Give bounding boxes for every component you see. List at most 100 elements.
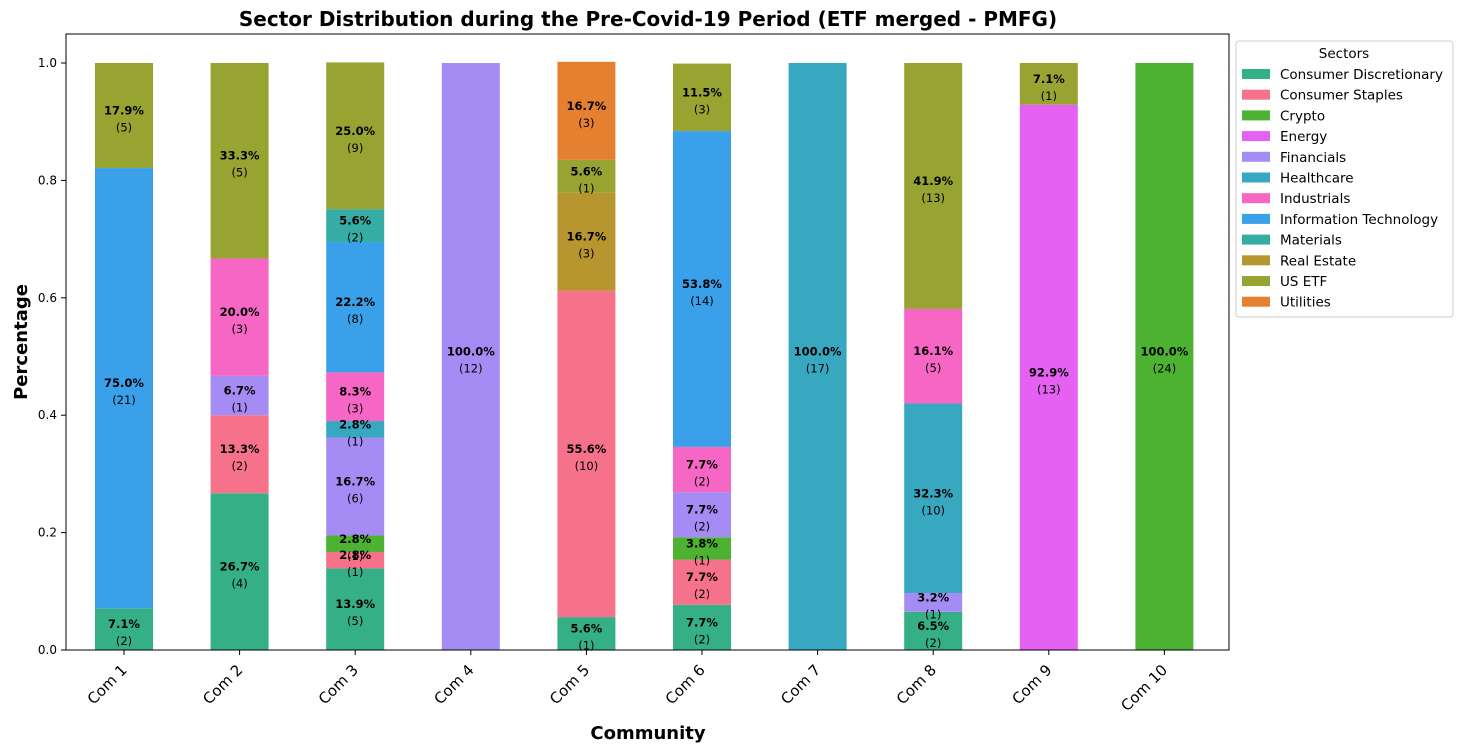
- bar-financials-com-6: [673, 492, 731, 538]
- data-label-pct: 16.7%: [566, 230, 606, 244]
- data-label-pct: 75.0%: [104, 376, 144, 390]
- data-label-pct: 3.2%: [917, 590, 949, 604]
- data-label-pct: 26.7%: [220, 560, 260, 574]
- data-label-count: (5): [925, 361, 941, 375]
- data-label-pct: 16.7%: [566, 99, 606, 113]
- legend: Sectors Consumer Discretionary Consumer S…: [1235, 40, 1454, 318]
- legend-swatch-healthcare: [1242, 172, 1270, 183]
- bar-financials-com-2: [210, 375, 269, 416]
- legend-swatch-consumer-staples: [1242, 89, 1270, 100]
- x-tick-label: Com 9: [1008, 661, 1055, 708]
- legend-label-us-etf: US ETF: [1280, 274, 1327, 290]
- y-tick-label: 0.4: [38, 408, 57, 422]
- data-label-pct: 22.2%: [335, 295, 375, 309]
- data-label-pct: 7.1%: [1033, 72, 1065, 86]
- data-label-count: (21): [112, 393, 136, 407]
- y-tick-label: 0.8: [38, 173, 57, 187]
- y-axis-label: Percentage: [11, 284, 32, 400]
- data-label-count: (1): [347, 565, 363, 579]
- data-label-pct: 92.9%: [1029, 365, 1069, 379]
- x-tick-label: Com 10: [1117, 661, 1171, 715]
- bar-industrials-com-3: [326, 372, 385, 422]
- bar-financials-com-8: [904, 593, 963, 612]
- data-label-count: (2): [694, 474, 710, 488]
- x-axis-label: Community: [590, 723, 705, 744]
- legend-label-financials: Financials: [1280, 150, 1346, 166]
- x-axis: Com 1 Com 2 Com 3 Com 4 Com 5 Com 6 Com 7 Com 8…: [84, 650, 1171, 715]
- data-label-count: (1): [347, 434, 363, 448]
- bar-healthcare-com-8: [904, 403, 963, 594]
- data-label-count: (9): [347, 141, 363, 155]
- bar-consumer-discretionary-com-1: [95, 608, 153, 650]
- data-label-count: (10): [575, 459, 599, 473]
- data-label-count: (2): [925, 636, 941, 650]
- data-label-pct: 41.9%: [913, 174, 953, 188]
- x-tick-label: Com 2: [199, 661, 246, 708]
- data-label-count: (1): [925, 607, 941, 621]
- data-label-count: (6): [347, 492, 363, 506]
- bar-consumer-discretionary-com-5: [557, 617, 616, 650]
- data-label-count: (10): [921, 503, 945, 517]
- legend-swatch-real-estate: [1242, 255, 1270, 266]
- data-label-pct: 53.8%: [682, 277, 722, 291]
- data-label-count: (12): [459, 362, 483, 376]
- data-label-pct: 5.6%: [339, 214, 371, 228]
- data-label-pct: 11.5%: [682, 85, 722, 99]
- x-tick-label: Com 1: [84, 661, 131, 708]
- legend-label-real-estate: Real Estate: [1280, 253, 1356, 269]
- bar-us-etf-com-8: [904, 63, 963, 309]
- legend-swatch-us-etf: [1242, 276, 1270, 286]
- data-label-count: (13): [921, 191, 945, 205]
- data-label-pct: 3.8%: [686, 536, 718, 550]
- bar-industrials-com-6: [673, 446, 731, 493]
- data-label-count: (1): [694, 553, 710, 567]
- legend-swatch-consumer-discretionary: [1242, 69, 1270, 79]
- data-label-pct: 2.8%: [339, 532, 371, 546]
- bar-us-etf-com-1: [95, 63, 153, 169]
- legend-label-consumer-staples: Consumer Staples: [1280, 88, 1403, 104]
- bar-information-technology-com-3: [326, 242, 385, 373]
- data-label-count: (2): [116, 634, 132, 648]
- bar-consumer-discretionary-com-3: [326, 568, 385, 650]
- data-label-count: (24): [1153, 362, 1177, 376]
- y-tick-label: 0.2: [38, 526, 57, 540]
- legend-swatch-energy: [1242, 131, 1270, 142]
- data-label-pct: 100.0%: [447, 345, 495, 359]
- data-label-count: (17): [806, 362, 830, 376]
- data-label-count: (1): [1041, 89, 1057, 103]
- data-label-pct: 13.3%: [220, 442, 260, 456]
- data-label-count: (8): [347, 312, 363, 326]
- plot-area: 7.1% (2) 75.0% (21) 17.9% (5) 26.7% (4) 13.3% (2)…: [95, 61, 1194, 653]
- bar-consumer-staples-com-2: [210, 415, 269, 494]
- data-label-pct: 16.1%: [913, 344, 953, 358]
- bar-crypto-com-6: [673, 537, 731, 560]
- data-label-count: (2): [694, 632, 710, 646]
- bar-real-estate-com-5: [557, 192, 616, 291]
- x-tick-label: Com 5: [546, 661, 593, 708]
- legend-label-crypto: Crypto: [1280, 108, 1325, 124]
- legend-swatch-crypto: [1242, 110, 1270, 121]
- legend-label-information-technology: Information Technology: [1280, 212, 1438, 228]
- legend-swatch-financials: [1242, 151, 1270, 162]
- legend-swatch-materials: [1242, 234, 1270, 245]
- data-label-count: (4): [231, 577, 247, 591]
- data-label-pct: 7.7%: [686, 615, 718, 629]
- data-label-count: (3): [694, 102, 710, 116]
- data-label-count: (2): [347, 231, 363, 245]
- data-label-count: (1): [231, 401, 247, 415]
- bar-consumer-staples-com-3: [326, 551, 385, 569]
- bar-healthcare-com-3: [326, 421, 385, 438]
- bar-us-etf-com-5: [557, 159, 616, 193]
- bar-crypto-com-10: [1135, 63, 1194, 650]
- data-label-pct: 6.5%: [917, 619, 949, 633]
- bar-industrials-com-8: [904, 308, 963, 404]
- bar-healthcare-com-7: [788, 63, 847, 650]
- bar-information-technology-com-6: [673, 131, 731, 447]
- data-label-count: (3): [347, 402, 363, 416]
- data-label-count: (2): [231, 459, 247, 473]
- x-tick-label: Com 6: [662, 661, 709, 708]
- data-label-count: (13): [1037, 382, 1061, 396]
- legend-label-consumer-discretionary: Consumer Discretionary: [1280, 67, 1443, 83]
- data-label-count: (5): [347, 614, 363, 628]
